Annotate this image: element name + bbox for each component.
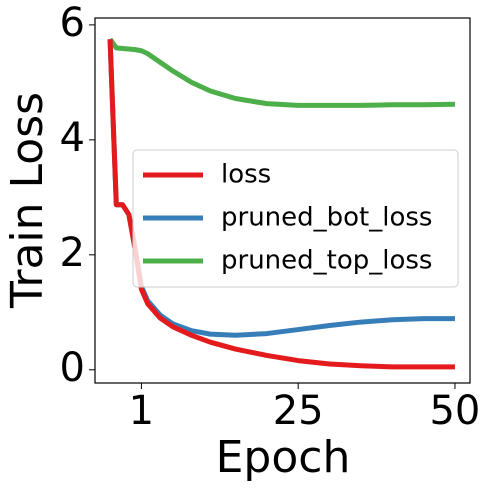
plot-frame xyxy=(94,17,471,384)
x-tick-label: 50 xyxy=(429,388,480,434)
legend-label: pruned_top_loss xyxy=(221,246,432,276)
y-tick-label: 2 xyxy=(60,230,85,276)
x-axis-label: Epoch xyxy=(216,432,351,483)
legend-label: pruned_bot_loss xyxy=(221,203,432,233)
legend-label: loss xyxy=(221,160,271,190)
legend-box xyxy=(132,149,459,288)
y-tick-label: 0 xyxy=(60,345,85,391)
y-axis-label: Train Loss xyxy=(2,92,53,309)
y-tick-label: 6 xyxy=(60,0,85,46)
x-tick-label: 1 xyxy=(129,388,154,434)
x-tick-label: 25 xyxy=(273,388,324,434)
y-tick-label: 4 xyxy=(60,115,85,161)
line xyxy=(108,37,455,108)
line xyxy=(107,39,455,370)
